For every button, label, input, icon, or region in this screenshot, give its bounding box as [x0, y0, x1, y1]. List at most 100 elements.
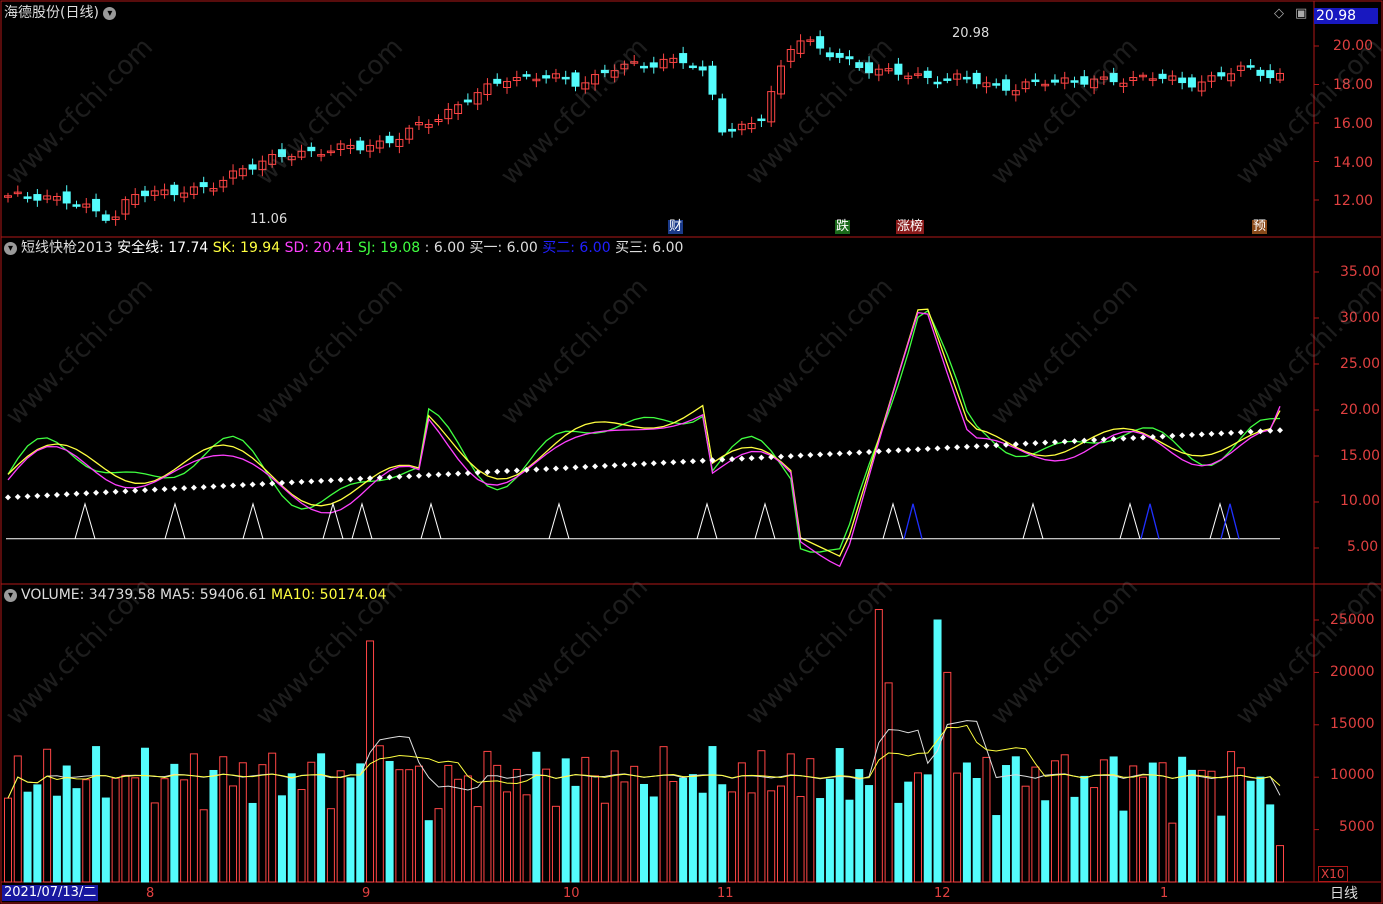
v1-value: : 6.00	[424, 240, 466, 256]
header-title[interactable]: 海德股份(日线) ▾	[4, 5, 120, 21]
candle-body	[571, 72, 580, 87]
candle-body	[1041, 83, 1050, 87]
event-marker-finance[interactable]: 财	[668, 219, 684, 234]
volume-bar	[52, 795, 61, 883]
safe-line-point	[856, 449, 863, 456]
chevron-down-icon[interactable]: ▾	[4, 241, 17, 255]
safe-line-point	[1022, 440, 1029, 447]
volume-bar	[317, 753, 326, 883]
sj-line	[7, 309, 1281, 553]
volume-bar	[1266, 804, 1275, 883]
volume-bar	[326, 808, 335, 883]
candle-body	[1236, 65, 1245, 71]
safe-line-point	[1149, 433, 1156, 440]
safe-line-point	[1110, 436, 1117, 443]
volume-bar	[366, 640, 375, 883]
candle-body	[640, 65, 648, 69]
candle-body	[679, 53, 688, 64]
safe-line-point	[1100, 436, 1107, 443]
indicator-tick: 15.00	[1340, 448, 1381, 464]
safe-line-point	[112, 488, 119, 495]
safe-line-point	[1032, 440, 1039, 447]
candle-body	[150, 190, 159, 196]
candle-body	[923, 70, 932, 79]
volume-bar	[1168, 822, 1177, 883]
candle-body	[72, 204, 81, 207]
diamond-icon[interactable]: ◇	[1274, 6, 1284, 21]
safe-line-point	[327, 477, 334, 484]
current-price-badge: 20.98	[1314, 8, 1378, 24]
safe-line-point	[924, 445, 931, 452]
candle-body	[1129, 77, 1138, 81]
volume-bar	[943, 671, 952, 883]
candle-body	[1050, 79, 1059, 83]
price-tick: 18.00	[1333, 77, 1374, 93]
safe-line-point	[1267, 427, 1274, 434]
event-marker-gain-list[interactable]: 涨榜	[896, 219, 925, 234]
volume-bar	[620, 781, 629, 883]
safe-line-point	[1257, 428, 1264, 435]
buy-signal-triangle	[1022, 502, 1044, 539]
volume-bar	[1050, 760, 1059, 883]
safe-line-point	[396, 473, 403, 480]
safe-line-point	[318, 477, 325, 484]
ma10-value: MA10: 50174.04	[271, 587, 387, 603]
safe-line-point	[249, 481, 256, 488]
event-marker-forecast[interactable]: 预	[1252, 219, 1268, 234]
candle-body	[385, 135, 394, 144]
candle-body	[268, 154, 277, 165]
volume-bar	[728, 791, 737, 883]
chevron-down-icon[interactable]: ▾	[103, 6, 117, 20]
candle-body	[1090, 78, 1099, 89]
volume-bar	[1158, 762, 1167, 883]
safe-line-point	[592, 463, 599, 470]
safe-line-point	[1179, 432, 1186, 439]
volume-bar	[160, 778, 169, 883]
volume-bar	[493, 764, 502, 883]
volume-bar	[992, 815, 1001, 883]
candle-body	[317, 154, 326, 157]
candle-body	[786, 48, 795, 62]
event-marker-drop[interactable]: 跌	[835, 219, 851, 234]
sk-value: SK: 19.94	[212, 240, 281, 256]
window-toggle-icon[interactable]: ▣	[1295, 6, 1308, 21]
volume-bar	[659, 746, 668, 883]
volume-bar	[1002, 765, 1011, 883]
candle-body	[1256, 69, 1265, 76]
volume-bar	[62, 765, 71, 883]
volume-bar	[375, 745, 384, 883]
volume-bar	[1139, 776, 1148, 883]
volume-bar	[1236, 767, 1245, 883]
safe-line-point	[278, 479, 285, 486]
safe-line-point	[171, 485, 178, 492]
safe-line-point	[464, 470, 471, 477]
volume-bar	[268, 752, 277, 883]
safe-line-point	[239, 482, 246, 489]
volume-header: ▾ VOLUME: 34739.58 MA5: 59406.61 MA10: 50…	[4, 587, 386, 603]
safe-line-point	[484, 469, 491, 476]
candle-body	[493, 78, 502, 84]
safe-line-point	[1051, 439, 1058, 446]
candle-body	[708, 65, 717, 95]
safe-line-point	[729, 456, 736, 463]
safe-line-point	[415, 472, 422, 479]
volume-bar	[238, 762, 247, 883]
volume-bar	[1119, 810, 1128, 883]
volume-tick: 25000	[1330, 612, 1375, 628]
safe-line-point	[1003, 441, 1010, 448]
candle-body	[982, 82, 991, 88]
volume-bar	[13, 755, 22, 883]
volume-bar	[434, 808, 443, 883]
candle-body	[248, 164, 257, 170]
volume-bar	[209, 769, 218, 883]
buy-signal-triangle	[754, 502, 776, 539]
safe-line-point	[670, 459, 677, 466]
chevron-down-icon[interactable]: ▾	[4, 588, 17, 602]
volume-bar	[82, 779, 91, 883]
safe-line-point	[494, 468, 501, 475]
candle-body	[1060, 77, 1069, 84]
safe-line-point	[102, 489, 109, 496]
candle-body	[238, 168, 247, 177]
period-button[interactable]: 日线	[1330, 886, 1358, 902]
volume-bar	[542, 768, 551, 883]
